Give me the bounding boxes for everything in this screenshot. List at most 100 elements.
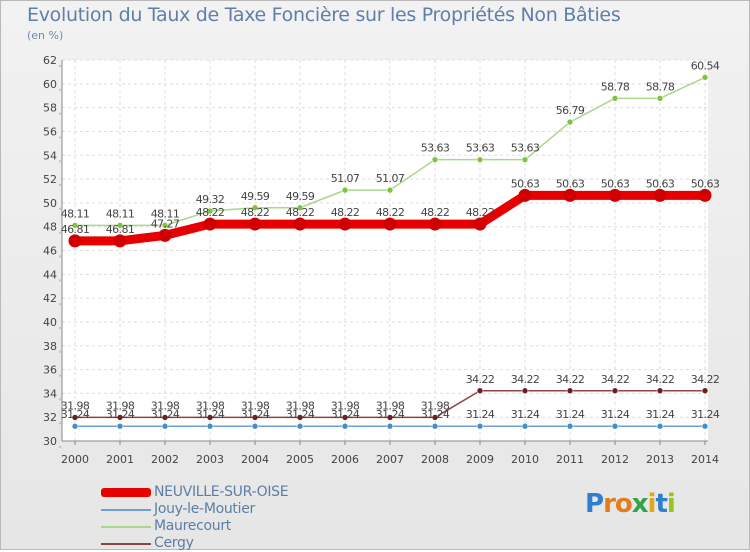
data-label-neuville: 46.81 <box>106 223 135 236</box>
chart-title: Evolution du Taux de Taxe Foncière sur l… <box>27 4 621 26</box>
data-point-jouy <box>476 422 484 430</box>
data-label-cergy: 34.22 <box>691 373 720 386</box>
y-tick-label: 40 <box>43 316 57 329</box>
legend-swatch-maurecourt <box>101 526 151 528</box>
data-point-neuville <box>653 188 667 202</box>
data-point-jouy <box>656 422 664 430</box>
data-point-maurecourt <box>566 118 574 126</box>
x-tick-label: 2009 <box>466 453 494 466</box>
data-point-neuville <box>698 188 712 202</box>
data-label-jouy: 31.24 <box>646 408 675 421</box>
data-label-jouy: 31.24 <box>421 408 450 421</box>
data-label-jouy: 31.24 <box>286 408 315 421</box>
data-label-neuville: 48.22 <box>331 206 360 219</box>
data-point-jouy <box>161 422 169 430</box>
data-label-cergy: 34.22 <box>466 373 495 386</box>
data-point-jouy <box>701 422 709 430</box>
legend-label-cergy: Cergy <box>154 535 194 551</box>
data-point-maurecourt <box>386 186 394 194</box>
data-label-jouy: 31.24 <box>331 408 360 421</box>
data-point-cergy <box>566 387 574 395</box>
data-point-neuville <box>248 217 262 231</box>
x-tick-label: 2014 <box>691 453 719 466</box>
data-point-neuville <box>563 188 577 202</box>
legend-label-neuville: NEUVILLE-SUR-OISE <box>154 484 289 500</box>
data-label-cergy: 31.98 <box>421 399 450 412</box>
data-point-cergy <box>296 414 304 421</box>
plot-area <box>62 60 708 441</box>
x-tick-label: 2010 <box>511 453 539 466</box>
data-label-jouy: 31.24 <box>106 408 135 421</box>
legend-label-maurecourt: Maurecourt <box>154 518 231 534</box>
data-point-neuville <box>113 234 127 248</box>
data-label-neuville: 48.22 <box>286 206 315 219</box>
y-tick-label: 36 <box>43 364 57 377</box>
data-label-neuville: 48.22 <box>466 206 495 219</box>
data-label-cergy: 34.22 <box>511 373 540 386</box>
data-label-cergy: 31.98 <box>61 399 90 412</box>
x-tick-label: 2002 <box>151 453 179 466</box>
data-label-neuville: 50.63 <box>511 177 540 190</box>
data-point-maurecourt <box>116 222 124 229</box>
data-point-maurecourt <box>476 156 484 163</box>
data-point-jouy <box>206 422 214 430</box>
data-point-cergy <box>116 414 124 421</box>
data-label-jouy: 31.24 <box>556 408 585 421</box>
data-point-maurecourt <box>71 222 79 229</box>
y-tick-label: 46 <box>43 245 57 258</box>
data-point-cergy <box>431 414 439 421</box>
data-point-neuville <box>68 234 82 248</box>
data-label-cergy: 34.22 <box>556 373 585 386</box>
x-tick-label: 2013 <box>646 453 674 466</box>
x-tick-label: 2004 <box>241 453 269 466</box>
data-label-neuville: 47.27 <box>151 217 180 230</box>
data-label-jouy: 31.24 <box>511 408 540 421</box>
x-tick-label: 2003 <box>196 453 224 466</box>
data-label-cergy: 31.98 <box>286 399 315 412</box>
data-label-cergy: 31.98 <box>106 399 135 412</box>
data-label-cergy: 31.98 <box>331 399 360 412</box>
data-point-maurecourt <box>431 156 439 163</box>
x-tick-label: 2007 <box>376 453 404 466</box>
data-point-jouy <box>611 422 619 430</box>
data-point-neuville <box>518 188 532 202</box>
data-point-jouy <box>251 422 259 430</box>
data-label-maurecourt: 60.54 <box>691 59 720 72</box>
data-point-cergy <box>161 414 169 421</box>
data-label-maurecourt: 53.63 <box>511 142 540 155</box>
data-label-cergy: 31.98 <box>196 399 225 412</box>
data-point-cergy <box>521 387 529 395</box>
data-label-neuville: 46.81 <box>61 223 90 236</box>
data-point-maurecourt <box>611 95 619 102</box>
y-tick-label: 50 <box>43 197 57 210</box>
y-tick-label: 56 <box>43 125 57 138</box>
data-point-neuville <box>293 217 307 231</box>
y-tick-label: 34 <box>43 387 57 400</box>
data-label-jouy: 31.24 <box>691 408 720 421</box>
data-label-jouy: 31.24 <box>376 408 405 421</box>
data-label-maurecourt: 48.11 <box>151 207 180 220</box>
data-label-maurecourt: 51.07 <box>331 172 360 185</box>
data-point-jouy <box>386 422 394 430</box>
data-point-maurecourt <box>701 74 709 81</box>
data-point-neuville <box>338 217 352 231</box>
data-point-maurecourt <box>251 204 259 212</box>
data-label-neuville: 50.63 <box>691 177 720 190</box>
logo-letter: o <box>614 489 633 519</box>
data-label-cergy: 31.98 <box>241 399 270 412</box>
legend-swatch-cergy <box>101 543 151 545</box>
data-point-cergy <box>701 387 709 395</box>
data-point-jouy <box>566 422 574 430</box>
data-label-cergy: 34.22 <box>601 373 630 386</box>
data-label-maurecourt: 56.79 <box>556 104 585 117</box>
data-point-maurecourt <box>521 156 529 163</box>
x-tick-label: 2011 <box>556 453 584 466</box>
data-point-neuville <box>158 228 172 242</box>
data-label-neuville: 48.22 <box>196 206 225 219</box>
data-point-maurecourt <box>296 204 304 212</box>
data-label-cergy: 34.22 <box>646 373 675 386</box>
data-point-jouy <box>71 422 79 430</box>
data-label-jouy: 31.24 <box>61 408 90 421</box>
data-label-jouy: 31.24 <box>241 408 270 421</box>
data-point-cergy <box>71 414 79 421</box>
